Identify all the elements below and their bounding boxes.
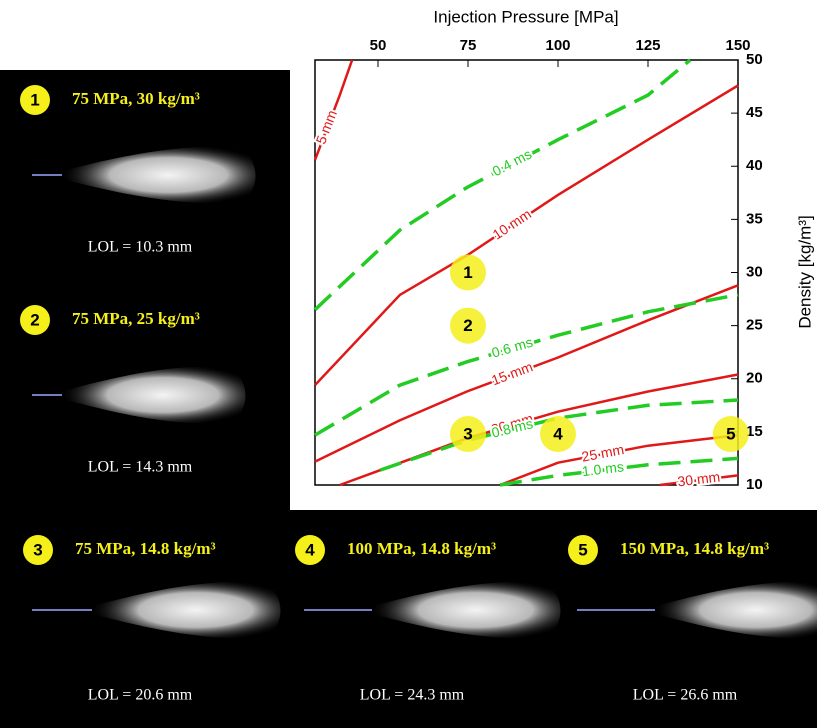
contour-line	[314, 84, 739, 386]
panel-number-badge	[23, 535, 53, 565]
panel-caption: LOL = 14.3 mm	[88, 459, 193, 476]
contour-line	[313, 59, 354, 161]
panel-title: 75 MPa, 30 kg/m³	[72, 89, 200, 108]
marker	[450, 416, 486, 452]
marker-label: 4	[553, 424, 563, 443]
spray-plume	[372, 581, 561, 639]
y-tick-label: 30	[746, 263, 763, 280]
panel-title: 100 MPa, 14.8 kg/m³	[347, 539, 496, 558]
marker-label: 5	[726, 424, 735, 443]
panel-title: 150 MPa, 14.8 kg/m³	[620, 539, 769, 558]
plot-frame	[314, 59, 739, 486]
y-axis-label: Density [kg/m³]	[795, 215, 814, 328]
x-tick-label: 125	[635, 37, 660, 54]
contour-line	[314, 284, 739, 463]
panel-background	[0, 70, 290, 510]
contour-line	[314, 293, 739, 437]
spray-plume	[655, 581, 817, 639]
panel-title: 75 MPa, 25 kg/m³	[72, 309, 200, 328]
x-tick-label: 50	[370, 37, 387, 54]
x-tick-label: 100	[545, 37, 570, 54]
contour-line	[379, 398, 739, 472]
x-tick-label: 150	[725, 37, 750, 54]
y-tick-label: 25	[746, 317, 763, 334]
y-tick-label: 50	[746, 51, 763, 68]
panel-title: 75 MPa, 14.8 kg/m³	[75, 539, 216, 558]
panel-caption: LOL = 10.3 mm	[88, 239, 193, 256]
y-tick-label: 20	[746, 370, 763, 387]
marker	[450, 254, 486, 291]
panel-number-badge	[20, 85, 50, 115]
panel-number: 2	[30, 310, 39, 329]
marker	[540, 416, 576, 452]
marker	[450, 307, 486, 344]
y-tick-label: 45	[746, 104, 763, 121]
panel-number: 5	[578, 540, 587, 559]
marker-label: 1	[463, 263, 472, 282]
y-tick-label: 35	[746, 210, 763, 227]
spray-plume	[62, 146, 256, 204]
panel-number-badge	[295, 535, 325, 565]
x-tick-label: 75	[460, 37, 477, 54]
panel-number-badge	[20, 305, 50, 335]
panel-number: 4	[305, 540, 315, 559]
contour-line	[499, 433, 739, 487]
y-tick-label: 40	[746, 157, 763, 174]
y-tick-label: 10	[746, 476, 763, 493]
marker	[712, 416, 749, 452]
panels: 1 75 MPa, 30 kg/m³ LOL = 10.3 mm 2 75 MPa, 2…	[20, 85, 817, 704]
y-tick-label: 15	[746, 423, 763, 440]
panel-number-badge	[568, 535, 598, 565]
spray-plume	[92, 581, 281, 639]
contour-line	[499, 456, 739, 487]
spray-plume	[62, 366, 246, 424]
panel-number: 1	[30, 90, 39, 109]
contour-line	[313, 58, 692, 311]
panel-caption: LOL = 20.6 mm	[88, 687, 193, 704]
contour-line	[659, 474, 739, 487]
panel-caption: LOL = 26.6 mm	[633, 687, 738, 704]
panel-caption: LOL = 24.3 mm	[360, 687, 465, 704]
marker-label: 3	[463, 424, 472, 443]
x-axis-label: Injection Pressure [MPa]	[433, 7, 618, 26]
panel-number: 3	[33, 540, 42, 559]
marker-label: 2	[463, 316, 472, 335]
